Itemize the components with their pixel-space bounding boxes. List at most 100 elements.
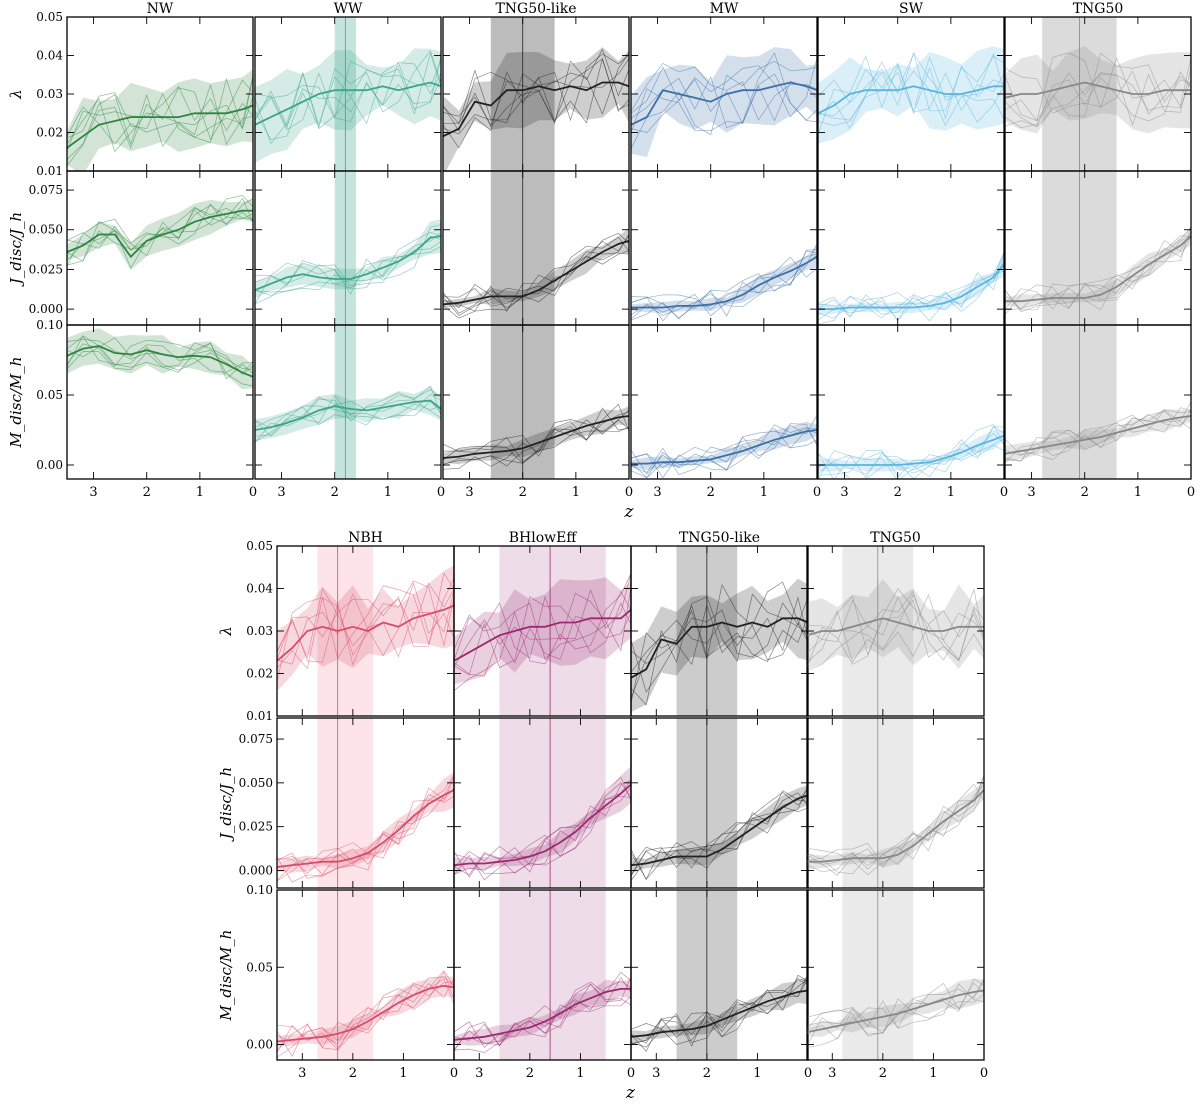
median-line <box>255 399 441 431</box>
percentile-band <box>631 976 808 1044</box>
galaxy-track <box>454 573 631 667</box>
x-tick-label: 1 <box>384 485 392 500</box>
percentile-band <box>277 565 454 692</box>
x-tick-label: 3 <box>465 485 473 500</box>
galaxy-track <box>1005 71 1191 127</box>
median-line <box>631 255 817 309</box>
panel-frame <box>1004 324 1192 480</box>
galaxy-track <box>631 256 817 322</box>
galaxy-track <box>443 234 629 319</box>
galaxy-track <box>277 981 454 1051</box>
panel-frame <box>806 717 985 889</box>
panel-ww-row-2: 3 2 1 0 <box>254 324 445 500</box>
x-tick-label: 2 <box>349 1066 357 1081</box>
galaxy-track <box>67 339 253 380</box>
panel-sw-row-2: 3 2 1 0 <box>817 324 1008 500</box>
percentile-band <box>807 579 984 669</box>
median-line <box>454 609 631 662</box>
galaxy-track <box>277 976 454 1058</box>
percentile-band <box>818 430 1004 472</box>
x-tick-label: 1 <box>399 1066 407 1081</box>
median-line <box>631 794 808 867</box>
galaxy-track <box>1005 73 1191 128</box>
x-tick-label: 0 <box>450 1066 458 1081</box>
y-tick-label: 0.03 <box>246 624 273 638</box>
galaxy-track <box>454 776 631 874</box>
y-tick-label: 0.025 <box>239 820 273 834</box>
galaxy-track <box>67 206 253 262</box>
galaxy-track <box>443 403 629 464</box>
galaxy-track <box>1005 235 1191 310</box>
galaxy-track <box>255 52 441 129</box>
galaxy-track <box>631 250 817 321</box>
x-tick-label: 3 <box>1027 485 1035 500</box>
galaxy-track <box>807 774 984 876</box>
x-tick-label: 0 <box>1000 485 1008 500</box>
galaxy-track <box>67 75 253 139</box>
y-axis-label: J_disc/J_h <box>7 212 25 287</box>
galaxy-track <box>631 66 817 125</box>
percentile-band <box>1005 409 1191 462</box>
y-axis-label: J_disc/J_h <box>217 767 235 842</box>
galaxy-track <box>631 789 808 876</box>
panel-nbh-row-0: 0.01 0.02 0.03 0.04 0.05 λ <box>217 539 455 723</box>
x-tick-label: 0 <box>625 485 633 500</box>
y-tick-label: 0.02 <box>36 126 63 140</box>
galaxy-track <box>631 439 817 475</box>
median-line <box>818 434 1004 466</box>
median-line <box>631 81 817 126</box>
x-tick-label: 2 <box>526 1066 534 1081</box>
panel-tng50-row-0 <box>1004 16 1192 172</box>
panel-tng50-row-1 <box>1004 170 1192 326</box>
y-axis-label: λ <box>7 89 25 100</box>
galaxy-track <box>1005 67 1191 115</box>
median-line <box>631 617 808 679</box>
galaxy-track <box>67 207 253 269</box>
y-tick-label: 0.05 <box>246 960 273 974</box>
galaxy-track <box>631 414 817 476</box>
x-tick-label: 0 <box>804 1066 812 1081</box>
panel-mw-row-1 <box>630 170 818 326</box>
panel-tng50-row-0 <box>806 545 985 717</box>
panel-title: TNG50-like <box>679 530 760 546</box>
panel-mw-row-0 <box>630 16 818 172</box>
x-tick-label: 2 <box>519 485 527 500</box>
percentile-band <box>631 245 817 314</box>
panel-tng50-like-row-2: 3 2 1 0 <box>442 324 633 500</box>
galaxy-track <box>67 197 253 266</box>
median-line <box>807 789 984 863</box>
galaxy-track <box>818 439 1004 479</box>
x-axis-label: z <box>624 502 635 522</box>
x-tick-label: 3 <box>277 485 285 500</box>
galaxy-track <box>277 774 454 879</box>
galaxy-track <box>818 52 1004 130</box>
panel-tng50-like-row-1 <box>442 170 630 326</box>
x-tick-label: 2 <box>143 485 151 500</box>
y-tick-label: 0.01 <box>36 164 63 178</box>
panel-nbh-row-2: 3 2 1 0 0.00 0.05 0.10 M_disc/M_h <box>217 883 458 1081</box>
galaxy-track <box>277 582 454 683</box>
x-tick-label: 0 <box>627 1066 635 1081</box>
galaxy-track <box>631 596 808 699</box>
median-line <box>631 429 817 465</box>
percentile-band <box>631 785 808 874</box>
median-line <box>255 81 441 126</box>
median-line <box>277 984 454 1043</box>
galaxy-track <box>807 785 984 875</box>
percentile-band <box>631 578 808 713</box>
galaxy-track <box>1005 236 1191 313</box>
galaxy-track <box>818 261 1004 322</box>
panel-title: TNG50 <box>1073 1 1124 17</box>
panel-frame <box>630 717 809 889</box>
galaxy-track <box>454 976 631 1044</box>
panel-mw-row-2: 3 2 1 0 <box>630 324 821 500</box>
x-tick-label: 2 <box>331 485 339 500</box>
galaxy-track <box>454 787 631 873</box>
galaxy-track <box>807 978 984 1047</box>
y-tick-label: 0.03 <box>36 87 63 101</box>
galaxy-track <box>443 250 629 314</box>
galaxy-track <box>443 53 629 149</box>
x-tick-label: 1 <box>572 485 580 500</box>
galaxy-track <box>818 424 1004 479</box>
